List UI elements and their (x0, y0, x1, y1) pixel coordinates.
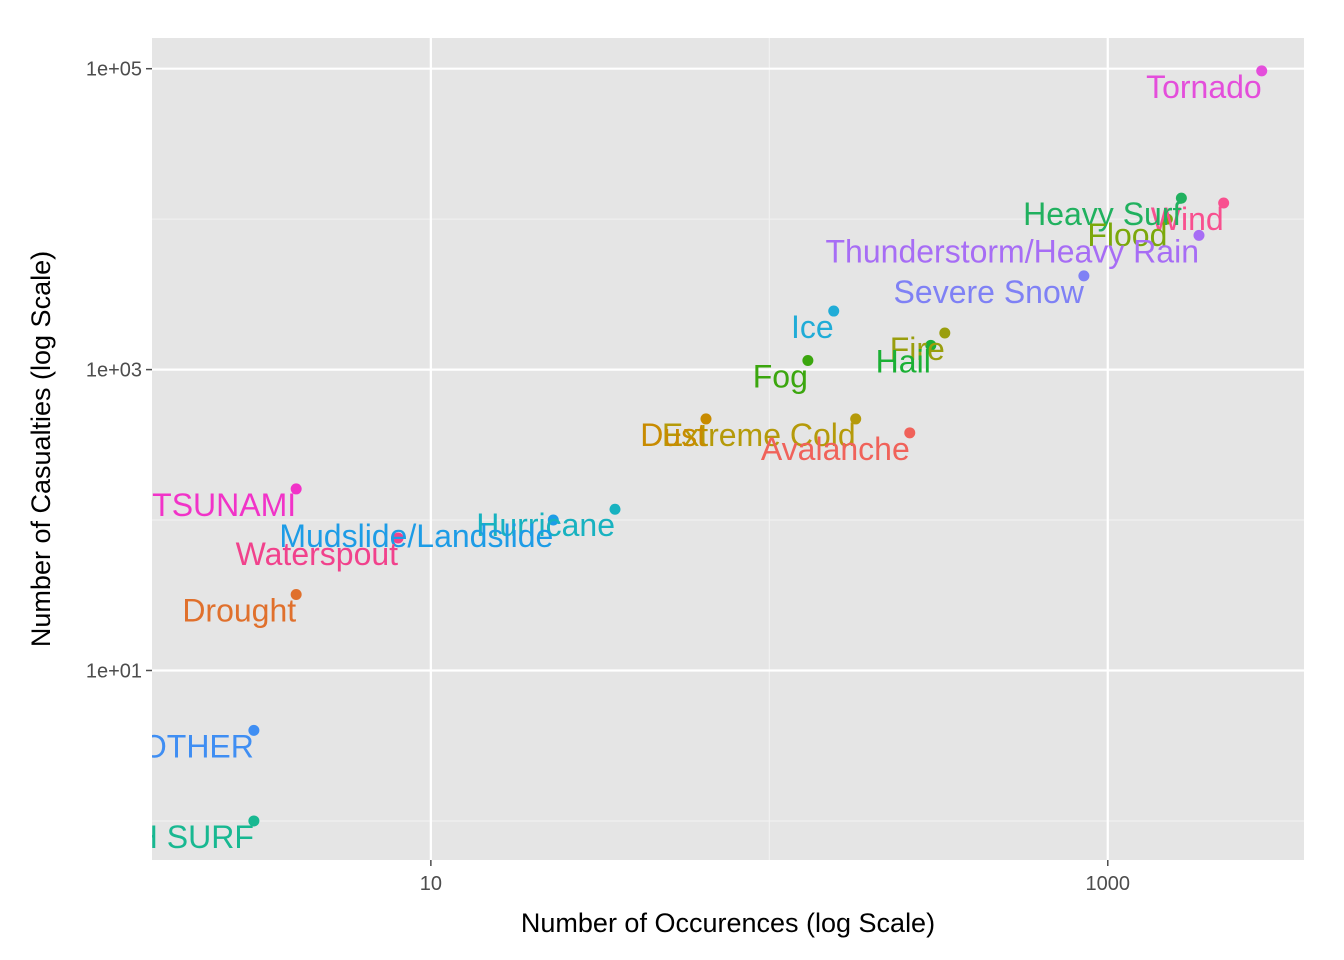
point-label: Drought (182, 592, 296, 628)
point-label: Severe Snow (894, 274, 1085, 310)
data-point (904, 427, 916, 439)
minor-gridlines (152, 38, 1304, 860)
y-axis-title: Number of Casualties (log Scale) (26, 251, 56, 647)
data-point (1256, 65, 1268, 77)
data-point (290, 483, 302, 495)
data-point (547, 514, 559, 526)
data-point (1161, 213, 1173, 225)
x-tick-label: 1000 (1086, 873, 1131, 895)
point-label: Hail (876, 343, 931, 379)
data-point (248, 724, 260, 736)
point-label: Wind (1151, 201, 1224, 237)
data-points (248, 65, 1268, 827)
plot-panel (152, 38, 1304, 860)
point-label: Extreme Cold (662, 417, 856, 453)
data-point (1218, 197, 1230, 209)
point-label: TSUNAMI (152, 487, 296, 523)
point-label: Heavy Surf (1023, 196, 1181, 232)
data-point (1078, 270, 1090, 282)
data-point (939, 327, 951, 339)
x-tick-label: 10 (420, 873, 442, 895)
point-label: Avalanche (761, 431, 910, 467)
data-point (850, 413, 862, 425)
point-label: Ice (791, 309, 834, 345)
point-label: Hurricane (476, 507, 615, 543)
y-tick-label: 1e+05 (86, 59, 142, 81)
point-label: Thunderstorm/Heavy Rain (826, 233, 1199, 269)
data-point (290, 588, 302, 600)
point-label: Waterspout (236, 536, 399, 572)
y-tick-label: 1e+03 (86, 360, 142, 382)
point-label: Dust (640, 417, 706, 453)
data-point (392, 532, 404, 544)
point-label: Tornado (1146, 69, 1262, 105)
data-point (248, 815, 260, 827)
data-point (609, 503, 621, 515)
data-point (925, 339, 937, 351)
point-label: Fire (890, 331, 945, 367)
axis-ticks: 10 1000 1e+01 1e+03 1e+05 (86, 59, 1130, 895)
major-gridlines (152, 38, 1304, 860)
point-label: HIGH SWELLS / HIGH SURF (0, 819, 254, 855)
point-label: Fog (753, 358, 808, 394)
data-point (1175, 192, 1187, 204)
point-label: Mudslide/Landslide (279, 518, 553, 554)
data-point (802, 354, 814, 366)
data-point (828, 305, 840, 317)
point-label: Flood (1087, 217, 1167, 253)
x-axis-title: Number of Occurences (log Scale) (521, 908, 935, 938)
y-tick-label: 1e+01 (86, 660, 142, 682)
data-point (1193, 229, 1205, 241)
point-label: OTHER (142, 728, 254, 764)
data-point (700, 413, 712, 425)
